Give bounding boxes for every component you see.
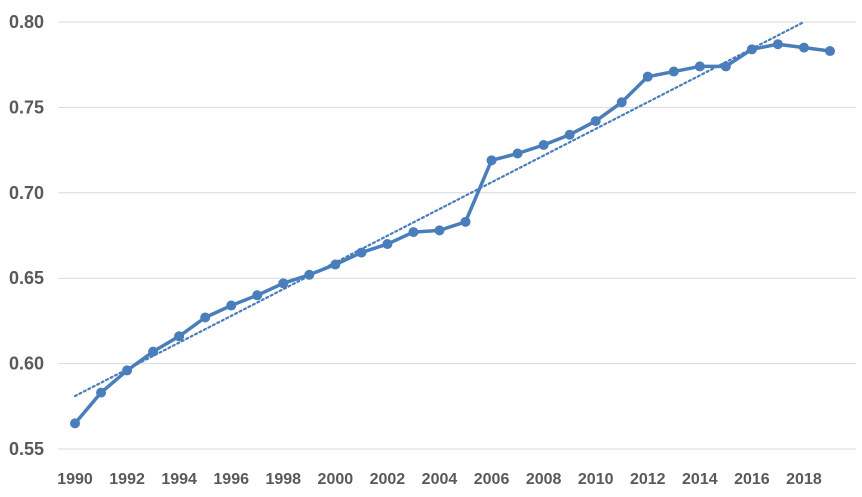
data-point [772,39,783,50]
data-point [616,97,627,108]
data-point [382,239,393,250]
y-axis-tick-labels: 0.55 0.60 0.65 0.70 0.75 0.80 [9,12,44,459]
data-point [148,346,159,357]
data-point [408,227,419,238]
x-tick-label: 2014 [682,471,718,488]
y-tick-label: 0.65 [9,268,44,288]
data-point [96,387,107,398]
data-point [330,259,341,270]
data-point [486,155,497,166]
y-tick-label: 0.80 [9,12,44,32]
data-point [720,61,731,72]
x-tick-label: 1990 [57,471,93,488]
data-point [434,225,445,236]
x-tick-label: 1994 [161,471,197,488]
data-point [668,66,679,77]
data-point [278,278,289,289]
y-tick-label: 0.70 [9,183,44,203]
trendline-layer [73,20,806,398]
data-point [512,148,523,159]
data-point [798,42,809,53]
data-point [460,216,471,227]
data-point [590,116,601,127]
gridlines [58,21,856,450]
x-tick-label: 2012 [630,471,666,488]
trendline [73,20,806,398]
y-tick-label: 0.55 [9,439,44,459]
data-point [694,61,705,72]
data-point [226,300,237,311]
data-point [356,247,367,258]
data-point [304,269,315,280]
y-tick-label: 0.60 [9,354,44,374]
x-tick-label: 2002 [370,471,406,488]
x-tick-label: 1992 [109,471,145,488]
x-tick-label: 2018 [786,471,822,488]
x-tick-label: 2016 [734,471,770,488]
data-point [252,290,263,301]
x-axis-tick-labels: 1990 1992 1994 1996 1998 2000 2002 2004 2006 2008… [57,471,822,488]
data-points [70,39,835,429]
data-point [174,331,185,342]
x-tick-label: 2008 [526,471,562,488]
data-point [564,129,575,140]
x-tick-label: 1996 [213,471,249,488]
data-point [825,46,835,57]
data-point [200,312,211,323]
x-tick-label: 2006 [474,471,510,488]
series-layer [73,42,832,426]
x-tick-label: 2004 [422,471,458,488]
data-point [642,71,653,82]
x-tick-label: 1998 [265,471,301,488]
x-tick-label: 2000 [318,471,354,488]
data-point [538,139,549,150]
data-point [746,44,757,55]
data-point [70,418,80,429]
data-point [122,365,133,376]
x-tick-label: 2010 [578,471,614,488]
y-tick-label: 0.75 [9,97,44,117]
series-line [73,42,832,426]
